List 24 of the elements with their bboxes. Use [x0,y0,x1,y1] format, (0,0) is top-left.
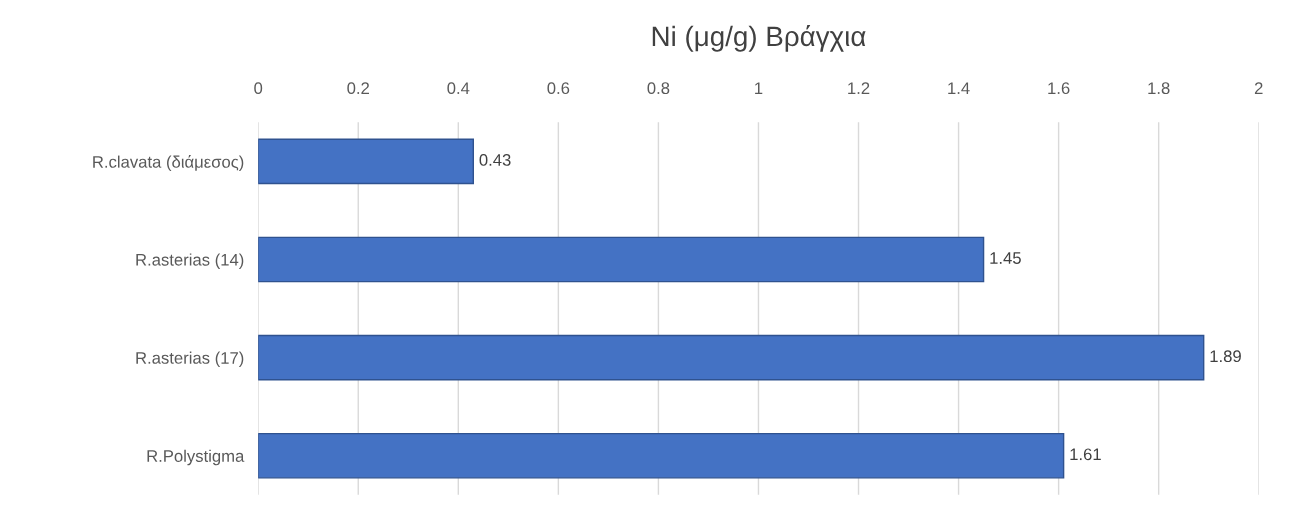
x-tick-label: 1.6 [1048,82,1070,95]
x-tick-label: 0.6 [547,82,570,95]
x-tick-label: 1.2 [848,82,870,94]
y-tick-label: R.asterias (14) [136,253,244,269]
x-tick-label: 0 [254,82,263,95]
x-tick-label: 0.4 [447,82,470,95]
data-label: 1.61 [1070,448,1101,461]
y-tick-label: R.clavata (διάμεσος) [93,155,244,172]
x-tick-label: 1 [755,82,763,94]
bar [258,138,475,185]
x-tick-label: 1.8 [1148,82,1170,95]
y-tick-label: R.asterias (17) [136,351,244,368]
x-tick-label: 1.4 [948,82,970,94]
x-tick-label: 0.2 [347,82,369,95]
data-label: 1.89 [1210,350,1241,363]
x-tick-label: 0.8 [647,82,670,95]
data-label: 0.43 [479,154,511,166]
bar [258,432,1065,479]
chart-title: Ni (μg/g) Βράγχια [652,25,866,52]
bar [258,236,985,283]
bar [258,334,1205,381]
x-tick-label: 2 [1254,82,1263,94]
y-tick-label: R.Polystigma [147,449,245,466]
data-label: 1.45 [990,252,1021,264]
